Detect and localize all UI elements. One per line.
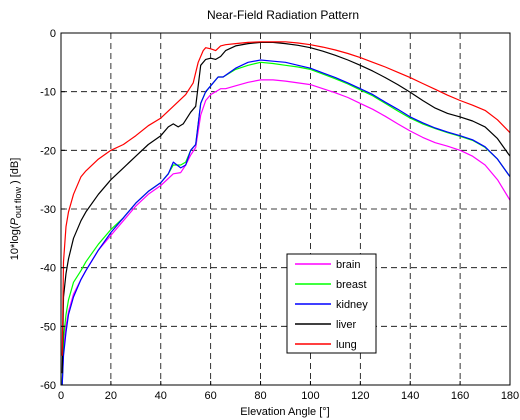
y-axis-label-var: P <box>9 217 21 225</box>
x-tick-label: 120 <box>351 390 369 402</box>
x-tick-label: 160 <box>451 390 469 402</box>
y-tick-label: 0 <box>50 28 56 40</box>
x-tick-label: 60 <box>205 390 217 402</box>
y-tick-label: -20 <box>40 145 56 157</box>
y-axis-label-prefix: 10*log( <box>9 225 21 260</box>
x-tick-label: 20 <box>105 390 117 402</box>
x-tick-label: 80 <box>254 390 266 402</box>
y-tick-label: -40 <box>40 263 56 275</box>
x-tick-label: 180 <box>501 390 519 402</box>
legend-label-kidney: kidney <box>336 299 368 311</box>
y-tick-label: -60 <box>40 380 56 392</box>
y-tick-label: -10 <box>40 87 56 99</box>
series-line-kidney <box>61 59 511 386</box>
series-line-lung <box>61 41 511 356</box>
series-line-brain <box>61 79 511 386</box>
series-group <box>61 41 511 386</box>
x-tick-label: 140 <box>401 390 419 402</box>
x-tick-label: 0 <box>58 390 64 402</box>
y-axis-label-sub: out flow <box>13 187 23 219</box>
axis-ticks: 0 20 40 60 80 100 120 140 160 180 0 -10 -20 -30 -40 -50… <box>40 28 519 402</box>
y-tick-label: -30 <box>40 204 56 216</box>
x-axis-label: Elevation Angle [°] <box>240 406 329 418</box>
y-axis-label: 10*log(Pout flow ) [dB] <box>9 158 23 261</box>
x-tick-label: 100 <box>301 390 319 402</box>
legend-label-breast: breast <box>336 279 367 291</box>
series-line-liver <box>61 41 511 374</box>
legend-label-brain: brain <box>336 259 360 271</box>
legend-label-liver: liver <box>336 319 357 331</box>
y-tick-label: -50 <box>40 321 56 333</box>
x-tick-label: 40 <box>155 390 167 402</box>
legend-label-lung: lung <box>336 339 357 351</box>
legend: brain breast kidney liver lung <box>286 253 377 354</box>
y-axis-label-suffix: ) [dB] <box>9 158 21 187</box>
chart-title: Near-Field Radiation Pattern <box>207 8 359 22</box>
